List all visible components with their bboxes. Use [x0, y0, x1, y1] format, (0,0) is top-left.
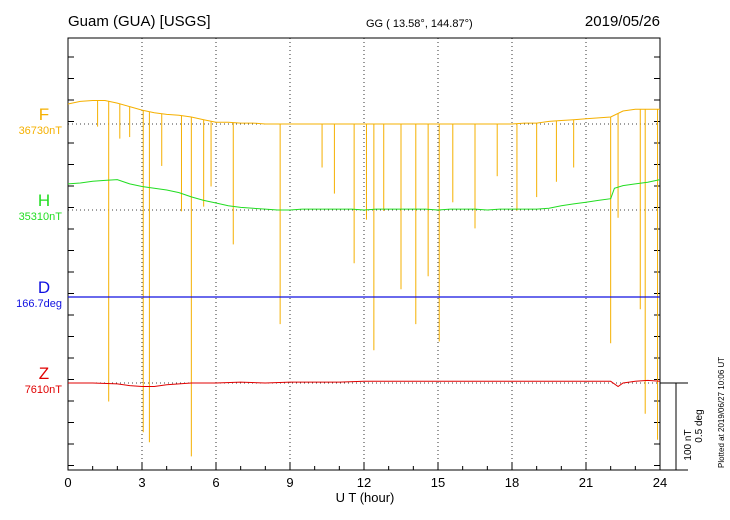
channel-baseline-label-H: 35310nT — [19, 211, 63, 223]
x-tick-label-3: 3 — [138, 475, 145, 490]
plotted-timestamp: Plotted at 2019/06/27 10:06 UT — [717, 357, 726, 468]
x-tick-label-24: 24 — [653, 475, 667, 490]
scale-bar: 100 nT 0.5 deg — [660, 382, 705, 471]
x-tick-label-0: 0 — [64, 475, 71, 490]
series-layer — [67, 100, 661, 457]
channel-baseline-label-F: 36730nT — [19, 125, 63, 137]
x-tick-label-9: 9 — [286, 475, 293, 490]
series-H — [67, 179, 661, 211]
x-axis-label: U T (hour) — [336, 490, 395, 505]
station-title: Guam (GUA) [USGS] — [68, 13, 211, 30]
x-axis: 0 3 6 9 12 15 18 21 24 — [64, 462, 667, 490]
channel-label-D: D — [38, 278, 50, 297]
chart-date: 2019/05/26 — [585, 13, 660, 30]
series-Z — [68, 379, 661, 388]
station-coords: GG ( 13.58°, 144.87°) — [366, 18, 473, 30]
grid — [141, 38, 587, 470]
channel-baseline-label-Z: 7610nT — [25, 384, 63, 396]
series-F — [67, 100, 660, 125]
x-tick-label-12: 12 — [357, 475, 371, 490]
x-tick-label-15: 15 — [431, 475, 445, 490]
channel-label-H: H — [38, 191, 50, 210]
x-tick-label-18: 18 — [505, 475, 519, 490]
scale-nt-label: 100 nT — [683, 429, 694, 460]
scale-deg-label: 0.5 deg — [694, 409, 705, 442]
x-tick-label-21: 21 — [579, 475, 593, 490]
channel-baseline-label-D: 166.7deg — [16, 298, 62, 310]
channel-label-F: F — [39, 105, 49, 124]
channel-label-Z: Z — [39, 364, 49, 383]
x-tick-label-6: 6 — [212, 475, 219, 490]
